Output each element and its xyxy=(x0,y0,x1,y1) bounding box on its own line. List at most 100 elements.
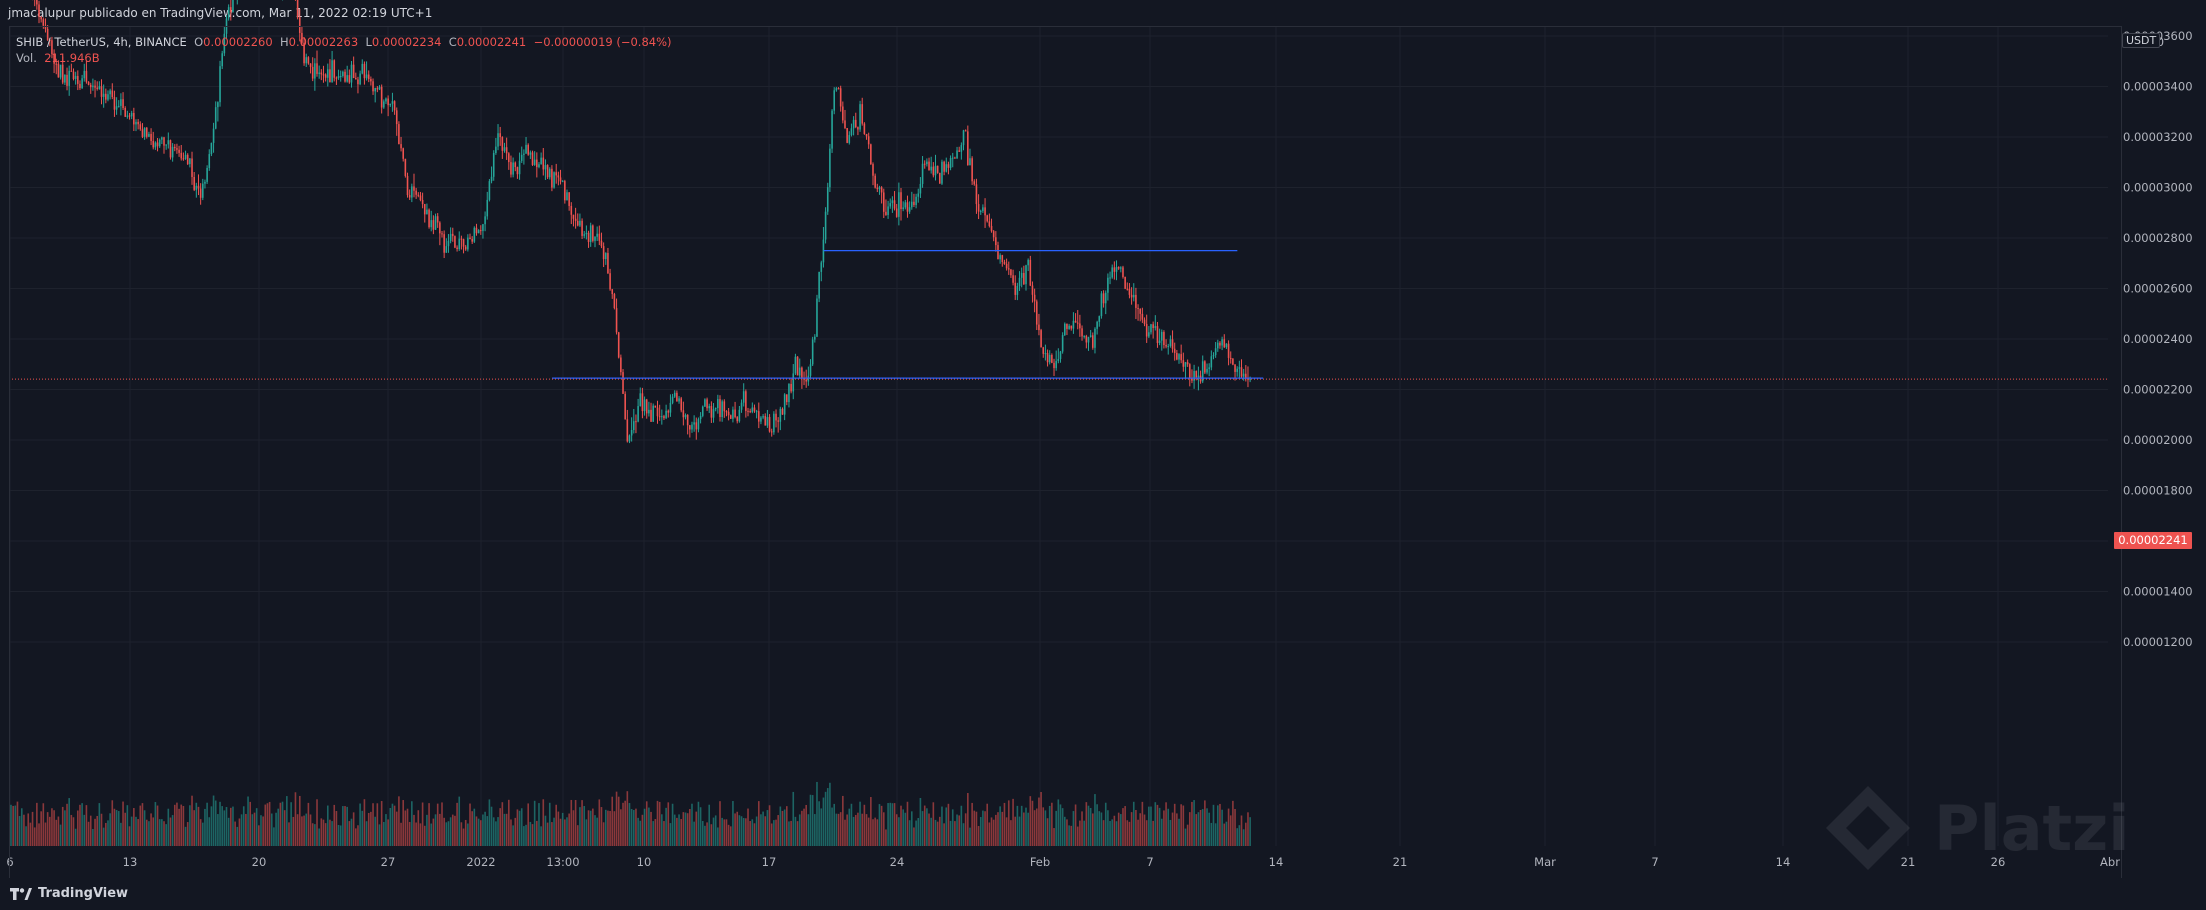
volume-bar xyxy=(835,813,838,846)
volume-bar xyxy=(329,819,331,846)
volume-bar xyxy=(708,804,711,846)
volume-bar xyxy=(482,814,484,846)
volume-bar xyxy=(673,814,676,846)
y-tick-label: 0.00001200 xyxy=(2123,635,2193,649)
volume-bar xyxy=(941,806,943,846)
volume-bar xyxy=(505,813,508,846)
candle-body xyxy=(357,79,359,85)
volume-bar xyxy=(1143,814,1146,846)
volume-bar xyxy=(1100,812,1103,846)
tradingview-brand[interactable]: TradingView xyxy=(10,886,128,901)
candle-body xyxy=(824,211,827,240)
volume-bar xyxy=(154,802,157,846)
candle-body xyxy=(1014,282,1017,295)
candle-body xyxy=(335,77,338,79)
candle-body xyxy=(604,253,607,260)
volume-bar xyxy=(27,813,30,846)
volume-bar xyxy=(85,805,88,846)
candle-body xyxy=(139,124,142,130)
volume-bar xyxy=(10,804,12,846)
volume-bar xyxy=(301,816,303,846)
candle-body xyxy=(762,416,764,418)
candle-body xyxy=(527,144,529,155)
candle-body xyxy=(882,192,885,212)
candle-body xyxy=(107,94,109,100)
candle-body xyxy=(1204,361,1206,373)
candle-body xyxy=(919,183,922,194)
volume-bar xyxy=(626,791,629,846)
candle-body xyxy=(165,144,167,146)
candle-body xyxy=(430,220,433,228)
candle-body xyxy=(839,88,842,107)
volume-bar xyxy=(1193,800,1195,846)
candle-body xyxy=(1027,259,1029,266)
candle-body xyxy=(579,220,581,226)
volume-bar xyxy=(68,798,70,846)
candle-body xyxy=(1066,323,1068,329)
candle-body xyxy=(880,187,883,193)
volume-bar xyxy=(1113,815,1116,846)
candle-body xyxy=(684,414,687,418)
candle-body xyxy=(874,175,876,188)
candle-body xyxy=(352,64,355,79)
volume-bar xyxy=(889,802,892,846)
volume-bar xyxy=(783,809,786,846)
volume-bar xyxy=(928,813,930,846)
candle-body xyxy=(324,74,327,78)
candle-body xyxy=(555,172,558,176)
volume-bar xyxy=(1214,823,1217,846)
volume-bar xyxy=(141,803,144,846)
volume-bar xyxy=(867,817,870,846)
volume-bar xyxy=(1074,804,1077,846)
candle-body xyxy=(1033,294,1036,302)
volume-bar xyxy=(391,803,394,846)
candle-body xyxy=(1240,367,1243,377)
volume-bar xyxy=(1092,813,1094,846)
candle-body xyxy=(736,417,739,422)
volume-bar xyxy=(531,824,534,846)
candle-body xyxy=(852,119,855,129)
volume-bar xyxy=(1238,825,1241,846)
volume-bar xyxy=(581,800,583,846)
candle-body xyxy=(109,90,111,95)
volume-bar xyxy=(992,819,995,846)
volume-bar xyxy=(31,811,34,846)
price-axis: 0.000040000.000038000.000036000.00003400… xyxy=(2123,29,2193,649)
volume-bar xyxy=(133,808,135,846)
volume-bar xyxy=(1145,820,1148,846)
volume-bar xyxy=(725,819,728,846)
volume-bar xyxy=(117,811,120,846)
volume-bar xyxy=(128,826,131,846)
candle-body xyxy=(529,152,532,155)
y-tick-label: 0.00002000 xyxy=(2123,433,2193,447)
volume-bar xyxy=(826,788,829,846)
candle-body xyxy=(1225,343,1228,348)
currency-label[interactable]: USDT xyxy=(2122,33,2161,48)
candle-body xyxy=(398,124,400,145)
volume-bar xyxy=(1128,821,1131,846)
volume-bar xyxy=(1005,817,1008,846)
volume-bar xyxy=(411,801,413,846)
volume-bar xyxy=(36,802,38,846)
volume-bar xyxy=(546,822,549,846)
candle-body xyxy=(477,230,480,234)
volume-bar xyxy=(512,825,514,846)
volume-bar xyxy=(350,818,353,846)
volume-bar xyxy=(492,817,495,846)
candle-body xyxy=(656,407,659,417)
candle-body xyxy=(971,158,973,182)
candle-body xyxy=(87,81,90,85)
candle-body xyxy=(464,246,467,250)
candle-body xyxy=(969,158,971,166)
candle-body xyxy=(359,73,361,85)
volume-bar xyxy=(949,820,952,846)
candle-body xyxy=(1098,316,1101,322)
candle-body xyxy=(941,161,943,184)
volume-bar xyxy=(331,821,333,846)
candle-body xyxy=(111,90,114,98)
candle-body xyxy=(94,85,96,88)
candle-body xyxy=(1038,324,1040,331)
candle-body xyxy=(902,207,904,210)
candle-body xyxy=(339,75,342,77)
